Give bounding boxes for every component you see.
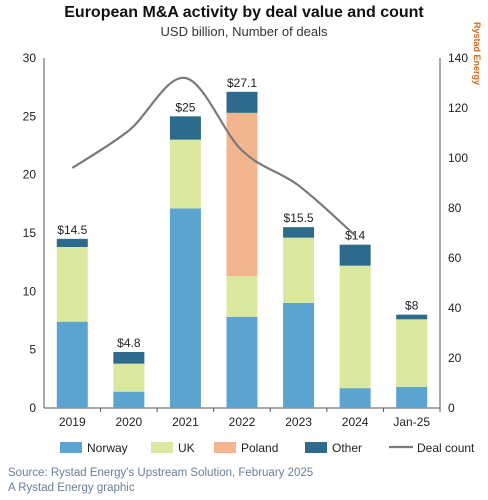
chart-title: European M&A activity by deal value and … [64, 4, 424, 21]
bar-total-label: $8 [405, 299, 419, 313]
x-tick-label: 2023 [285, 415, 312, 429]
legend-label-uk: UK [178, 441, 195, 455]
bar-norway-2020 [113, 391, 145, 408]
credit-note: A Rystad Energy graphic [8, 482, 135, 494]
x-tick-label: 2021 [172, 415, 199, 429]
bar-uk-2021 [169, 139, 201, 209]
legend-label-deal-count: Deal count [417, 441, 475, 455]
bar-norway-2019 [56, 321, 88, 408]
bar-total-label: $4.8 [117, 336, 141, 350]
bar-total-label: $27.1 [227, 76, 257, 90]
deal-count-line [71, 76, 356, 237]
legend-label-poland: Poland [241, 441, 278, 455]
bar-total-label: $25 [175, 100, 195, 114]
bar-uk-2024 [339, 265, 371, 389]
bar-uk-jan-25 [396, 319, 428, 387]
legend-swatch-uk [151, 442, 173, 453]
y-left-tick-label: 25 [23, 109, 37, 123]
y-left-tick-label: 20 [23, 168, 37, 182]
bar-norway-2023 [283, 303, 315, 408]
bar-other-2023 [283, 227, 315, 238]
x-tick-label: Jan-25 [393, 415, 430, 429]
legend-swatch-poland [214, 442, 236, 453]
legend-swatch-norway [60, 442, 82, 453]
bar-norway-2022 [226, 317, 258, 408]
bar-total-label: $14 [345, 229, 365, 243]
y-left-tick-label: 5 [29, 343, 36, 357]
bar-norway-2021 [169, 208, 201, 408]
y-right-tick-label: 100 [448, 151, 468, 165]
bar-uk-2020 [113, 363, 145, 392]
y-left-tick-label: 15 [23, 226, 37, 240]
y-left-tick-label: 10 [23, 284, 37, 298]
chart: 0 5 10 15 20 25 30 0 20 40 60 80 100 120 140 $14.5 2019 $… [23, 51, 475, 455]
bar-total-label: $14.5 [57, 223, 87, 237]
bar-other-2022 [226, 91, 258, 113]
bar-other-2020 [113, 352, 145, 364]
bar-uk-2022 [226, 276, 258, 317]
bar-poland-2022 [226, 112, 258, 277]
bar-uk-2023 [283, 237, 315, 303]
source-note: Source: Rystad Energy's Upstream Solutio… [8, 467, 314, 479]
chart-subtitle: USD billion, Number of deals [160, 24, 328, 39]
y-right-tick-label: 140 [448, 51, 468, 65]
bar-norway-jan-25 [396, 387, 428, 408]
x-tick-label: 2020 [116, 415, 143, 429]
bar-other-2024 [339, 244, 371, 266]
y-right-tick-label: 0 [448, 401, 455, 415]
y-right-tick-label: 40 [448, 301, 462, 315]
y-left-tick-label: 30 [23, 51, 37, 65]
legend-swatch-other [305, 442, 327, 453]
y-right-tick-label: 120 [448, 101, 468, 115]
y-right-tick-label: 80 [448, 201, 462, 215]
bar-norway-2024 [339, 388, 371, 408]
x-tick-label: 2024 [342, 415, 369, 429]
y-right-tick-label: 60 [448, 251, 462, 265]
bar-other-2021 [169, 116, 201, 140]
legend-label-other: Other [332, 441, 362, 455]
x-tick-label: 2019 [59, 415, 86, 429]
x-tick-label: 2022 [229, 415, 256, 429]
bar-other-2019 [56, 238, 88, 247]
bar-uk-2019 [56, 247, 88, 322]
y-left-tick-label: 0 [29, 401, 36, 415]
y-right-tick-label: 20 [448, 351, 462, 365]
bar-other-jan-25 [396, 314, 428, 320]
legend-label-norway: Norway [87, 441, 128, 455]
bar-total-label: $15.5 [284, 211, 314, 225]
